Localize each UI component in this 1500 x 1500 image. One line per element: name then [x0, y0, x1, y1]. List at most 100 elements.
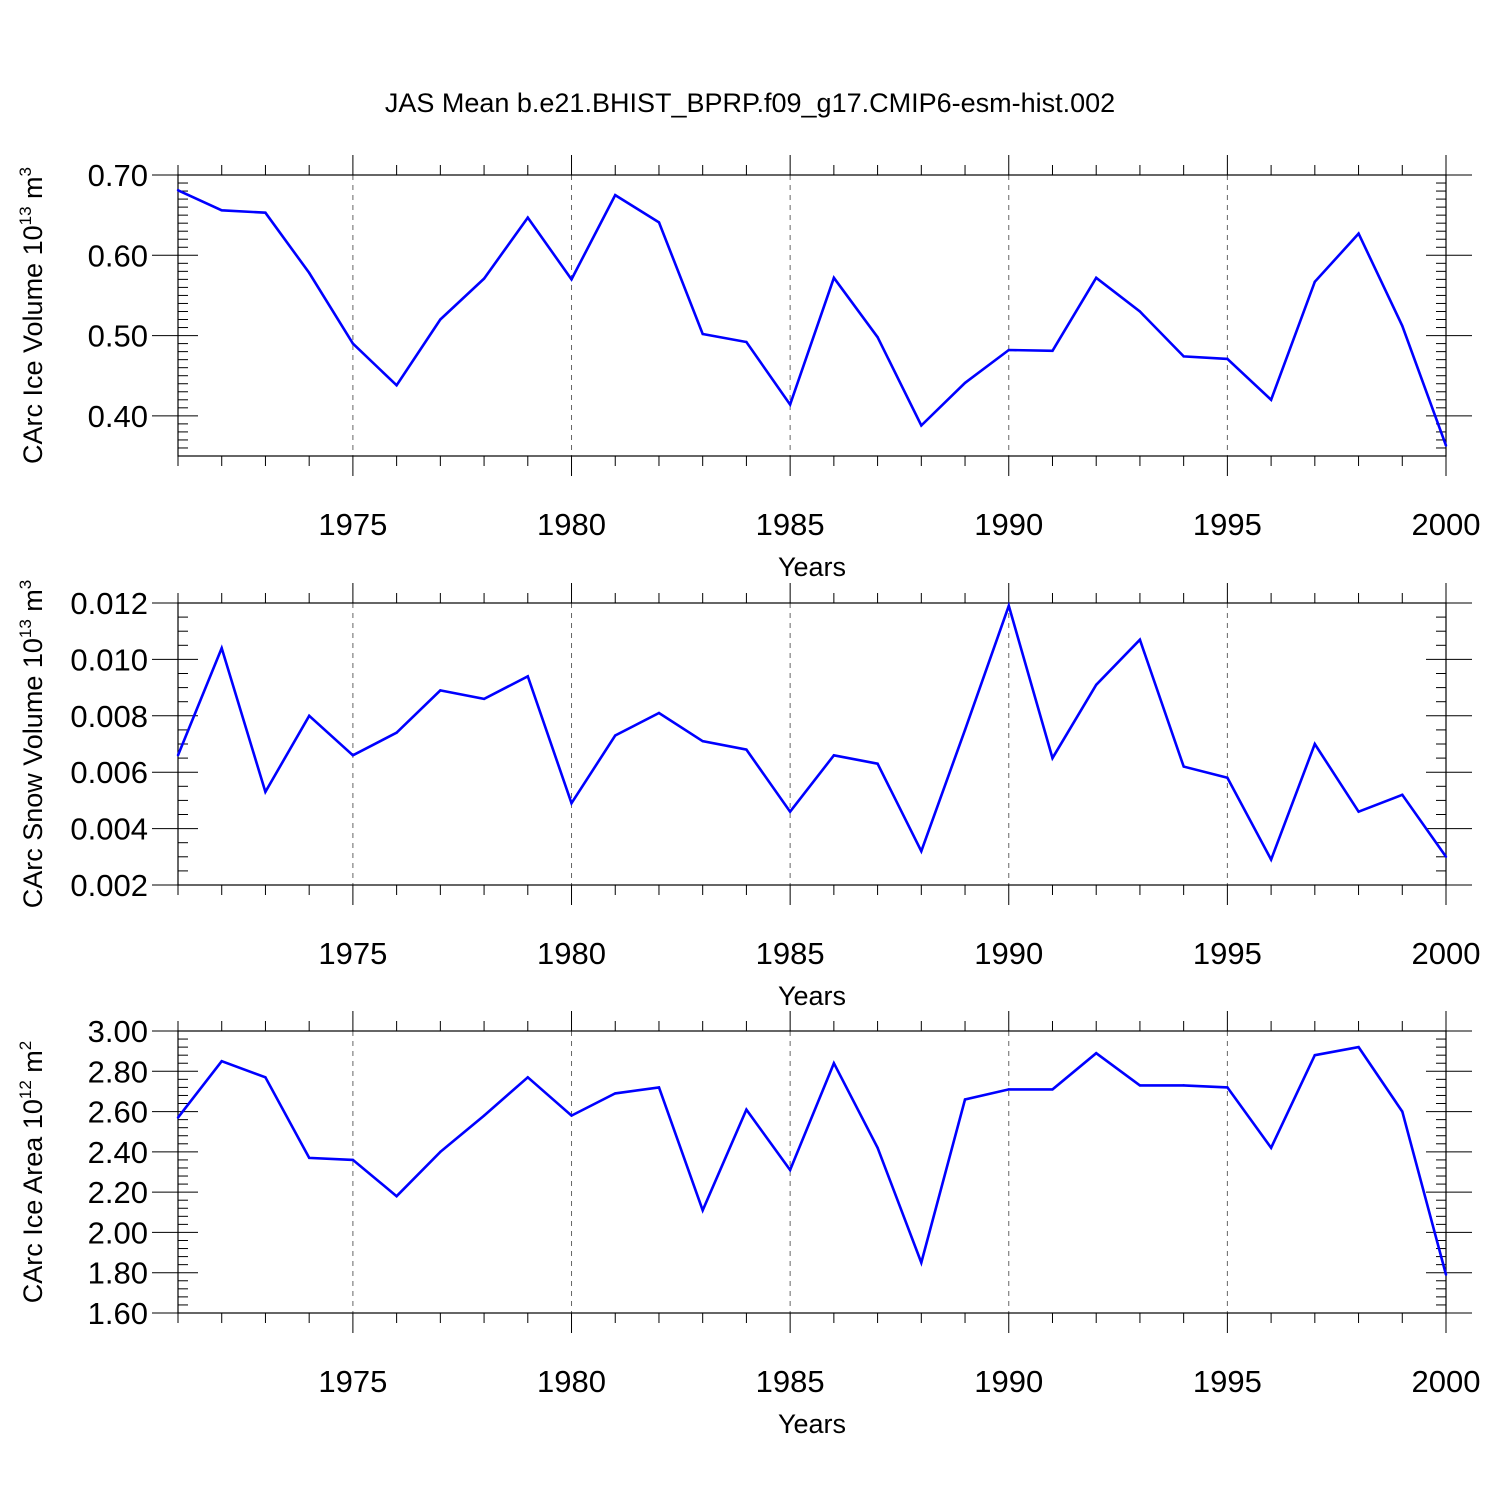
data-point — [570, 278, 573, 281]
x-tick-label: 1975 — [318, 507, 387, 542]
y-axis-label-part: m — [18, 176, 48, 206]
x-tick-label: 1995 — [1193, 936, 1262, 971]
y-axis-label-superscript: 2 — [16, 1041, 35, 1050]
data-point — [832, 276, 836, 279]
data-point — [1051, 1088, 1054, 1091]
data-point — [745, 340, 748, 344]
y-axis-label-superscript: 13 — [16, 619, 35, 638]
y-tick-label: 0.008 — [70, 699, 148, 734]
data-point — [439, 1150, 442, 1154]
data-point — [1269, 858, 1273, 861]
plot-frame — [177, 1030, 1447, 1314]
x-axis-label: Years — [778, 552, 846, 582]
panel-1: 0.40 0.50 0.60 0.70 1975 1980 1985 1990 1995 2000… — [16, 155, 1480, 582]
data-point — [570, 1114, 573, 1117]
data-point — [614, 193, 617, 197]
data-point — [220, 646, 223, 650]
data-point — [1095, 276, 1098, 279]
y-axis-label-part: CArc Snow Volume 10 — [18, 638, 48, 908]
data-point — [788, 810, 792, 813]
y-tick-label: 2.40 — [88, 1135, 148, 1170]
data-point — [1269, 398, 1273, 401]
data-point — [1226, 357, 1229, 361]
data-point — [1138, 638, 1142, 641]
data-point — [526, 216, 529, 219]
data-point — [1357, 232, 1360, 235]
x-tick-label: 1975 — [318, 1364, 387, 1399]
x-tick-label: 1980 — [537, 936, 606, 971]
data-point — [1269, 1146, 1273, 1150]
y-tick-label: 0.006 — [70, 755, 148, 790]
data-point — [920, 1261, 923, 1264]
y-tick-label: 0.010 — [70, 642, 148, 677]
data-point — [1401, 1110, 1404, 1113]
data-point — [1182, 355, 1185, 358]
data-point — [220, 1060, 223, 1063]
data-point — [264, 790, 267, 794]
data-point — [1444, 1273, 1448, 1276]
data-point — [1226, 1086, 1229, 1089]
data-point — [1357, 1045, 1360, 1049]
y-tick-label: 0.60 — [88, 238, 148, 273]
data-point — [876, 1146, 879, 1150]
data-point — [745, 748, 748, 751]
data-point — [264, 1076, 267, 1079]
plot-frame — [177, 174, 1447, 457]
figure-title: JAS Mean b.e21.BHIST_BPRP.f09_g17.CMIP6-… — [385, 88, 1115, 118]
y-tick-label: 0.002 — [70, 868, 148, 903]
data-point — [307, 1156, 311, 1160]
data-point — [351, 342, 355, 345]
data-point — [395, 731, 398, 734]
data-point — [1444, 855, 1448, 858]
data-point — [657, 1086, 661, 1089]
plot-frame — [177, 602, 1447, 886]
data-point — [788, 403, 792, 406]
x-tick-label: 1995 — [1193, 507, 1262, 542]
data-point — [176, 1116, 180, 1119]
data-point — [439, 689, 442, 692]
data-point — [701, 739, 704, 743]
data-point — [307, 714, 311, 717]
y-axis-label-part: m — [18, 589, 48, 619]
x-tick-label: 1990 — [974, 936, 1043, 971]
data-point — [876, 335, 879, 339]
y-tick-label: 0.004 — [70, 812, 148, 847]
data-point — [963, 1098, 967, 1101]
data-point — [570, 802, 573, 805]
x-axis-label: Years — [778, 981, 846, 1011]
data-point — [657, 711, 661, 715]
data-point — [307, 271, 311, 275]
y-axis-label-superscript: 12 — [16, 1080, 35, 1099]
y-tick-label: 3.00 — [88, 1014, 148, 1049]
panel-2: 0.002 0.004 0.006 0.008 0.010 0.012 1975 1980 19… — [16, 580, 1480, 1011]
x-tick-label: 1995 — [1193, 1364, 1262, 1399]
y-tick-label: 0.70 — [88, 158, 148, 193]
data-point — [176, 754, 180, 757]
data-point — [482, 697, 486, 701]
data-point — [220, 209, 223, 212]
y-tick-label: 2.60 — [88, 1095, 148, 1130]
data-point — [832, 1062, 836, 1065]
data-point — [176, 189, 180, 192]
data-point — [832, 754, 836, 757]
data-point — [1444, 444, 1448, 447]
x-tick-label: 1990 — [974, 1364, 1043, 1399]
data-point — [1182, 1084, 1185, 1087]
data-point — [876, 762, 879, 765]
y-tick-label: 0.50 — [88, 319, 148, 354]
data-point — [1401, 793, 1404, 796]
data-point — [1095, 683, 1098, 686]
data-point — [1226, 776, 1229, 780]
y-tick-label: 1.80 — [88, 1256, 148, 1291]
y-axis-label-part: m — [18, 1050, 48, 1080]
series-line — [176, 1045, 1448, 1276]
panel-3: 1.60 1.80 2.00 2.20 2.40 2.60 2.80 3.00 1975 1980… — [16, 1011, 1480, 1439]
series-line — [177, 189, 1448, 447]
series-line — [176, 601, 1448, 863]
y-tick-label: 2.80 — [88, 1054, 148, 1089]
data-point — [1313, 742, 1317, 746]
data-point — [264, 211, 267, 214]
x-tick-label: 1980 — [537, 1364, 606, 1399]
data-point — [963, 728, 967, 732]
data-point — [1051, 349, 1054, 353]
